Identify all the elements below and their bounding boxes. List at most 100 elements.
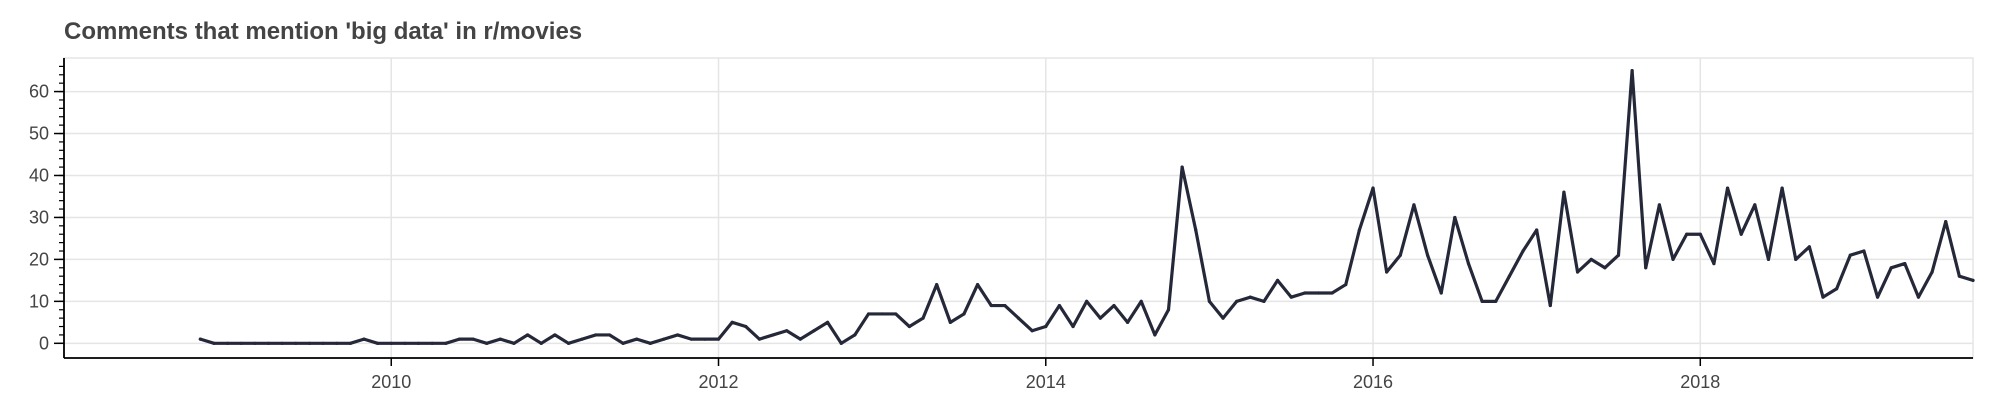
data-point — [294, 341, 298, 345]
data-point — [921, 316, 925, 320]
data-point — [1807, 245, 1811, 249]
data-point — [1303, 291, 1307, 295]
data-point — [1316, 291, 1321, 295]
x-tick-label: 2012 — [698, 372, 738, 392]
data-point — [1875, 295, 1880, 299]
data-point — [553, 333, 557, 337]
data-point — [1357, 228, 1361, 232]
data-point — [485, 341, 489, 345]
data-point — [676, 333, 680, 337]
y-tick-label: 40 — [29, 165, 49, 185]
data-point — [1480, 299, 1484, 303]
data-point — [1412, 203, 1416, 207]
data-point — [962, 312, 966, 316]
data-point — [1562, 190, 1566, 194]
data-point — [498, 337, 502, 341]
data-point — [744, 324, 748, 329]
data-point — [798, 337, 802, 341]
data-point — [853, 333, 857, 337]
data-point — [662, 337, 666, 341]
data-point — [1725, 186, 1730, 190]
data-point — [1835, 287, 1839, 291]
data-point — [785, 329, 789, 333]
data-point — [1507, 274, 1511, 278]
data-point — [648, 341, 652, 345]
data-point — [226, 341, 230, 345]
data-point — [1889, 266, 1893, 270]
data-point — [280, 341, 284, 345]
gridlines — [63, 57, 1974, 359]
data-point — [1575, 270, 1580, 274]
data-point — [1044, 324, 1048, 329]
y-tick-label: 20 — [29, 249, 49, 269]
data-point — [1248, 295, 1252, 299]
x-tick-label: 2014 — [1026, 372, 1066, 392]
data-point — [1930, 270, 1934, 274]
data-point — [1862, 249, 1866, 253]
data-point — [1289, 295, 1293, 299]
data-point — [1221, 316, 1225, 320]
data-point — [948, 320, 952, 324]
data-point — [376, 341, 380, 345]
data-point — [321, 341, 325, 345]
data-point — [907, 324, 912, 329]
chart-title: Comments that mention 'big data' in r/mo… — [64, 18, 583, 45]
data-point — [266, 341, 271, 345]
data-point — [430, 341, 434, 345]
data-point — [1071, 324, 1075, 329]
data-point — [1453, 215, 1457, 220]
data-point — [566, 341, 571, 345]
data-point — [1685, 232, 1689, 236]
data-point — [826, 320, 830, 324]
data-point — [1589, 257, 1593, 261]
data-point — [1494, 299, 1498, 303]
data-point — [1003, 303, 1007, 308]
data-point — [526, 333, 530, 337]
data-point — [1030, 329, 1034, 333]
data-point — [1194, 228, 1198, 232]
data-point — [457, 337, 462, 341]
data-point — [594, 333, 598, 337]
data-point — [1262, 299, 1266, 303]
data-point — [1630, 68, 1634, 73]
data-point — [198, 337, 202, 341]
data-point — [403, 341, 407, 345]
data-point — [1903, 261, 1907, 266]
data-point — [1957, 274, 1961, 278]
axes: 0 10 20 30 40 50 60 2010 2012 2014 2016 2018 — [29, 58, 1973, 392]
data-point — [1330, 291, 1334, 295]
data-point — [1794, 257, 1798, 261]
data-point — [621, 341, 625, 345]
plot-frame — [63, 57, 1974, 359]
data-point — [539, 341, 543, 345]
data-point — [335, 341, 339, 345]
data-point — [1616, 253, 1621, 257]
plot-area — [198, 68, 1975, 345]
data-point — [1425, 253, 1430, 257]
data-point — [1603, 266, 1607, 270]
data-point — [894, 312, 898, 316]
data-point — [1971, 278, 1975, 282]
y-tick-label: 0 — [39, 333, 49, 353]
data-point — [1739, 232, 1743, 236]
data-point — [1439, 291, 1443, 295]
data-point — [1166, 308, 1171, 312]
data-point — [1180, 165, 1184, 169]
data-point — [635, 337, 639, 341]
data-point — [1235, 299, 1239, 303]
y-tick-label: 50 — [29, 124, 49, 144]
data-point — [989, 303, 993, 308]
data-point — [757, 337, 762, 341]
data-point — [1657, 203, 1661, 207]
data-point — [1139, 299, 1143, 303]
data-point — [1535, 228, 1539, 232]
data-point — [1371, 186, 1375, 190]
data-point — [975, 282, 980, 287]
data-point — [1753, 203, 1757, 207]
data-point — [1057, 303, 1062, 308]
data-point — [253, 341, 257, 345]
data-point — [1098, 316, 1102, 320]
data-point — [1112, 303, 1116, 308]
y-tick-label: 60 — [29, 82, 49, 102]
